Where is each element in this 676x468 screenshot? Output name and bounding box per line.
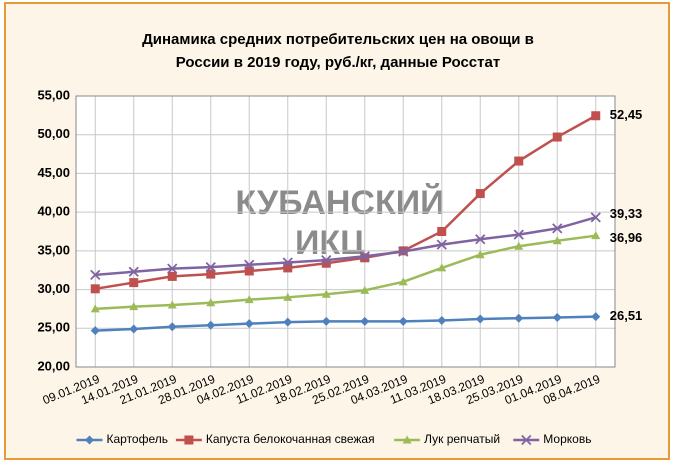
- marker: [360, 316, 370, 326]
- marker: [360, 285, 370, 294]
- marker: [205, 261, 216, 273]
- marker: [437, 263, 447, 272]
- marker: [244, 295, 254, 304]
- marker: [591, 231, 601, 240]
- series-line: [95, 114, 597, 291]
- chart-title: Динамика средних потребительских цен на …: [142, 31, 534, 48]
- plot-border: [75, 95, 616, 368]
- marker: [167, 300, 177, 309]
- marker: [321, 289, 331, 298]
- y-tick-label: 25,00: [37, 320, 70, 335]
- marker: [184, 435, 194, 445]
- marker: [244, 266, 254, 276]
- marker: [90, 284, 100, 294]
- marker: [590, 212, 601, 223]
- marker: [283, 292, 293, 301]
- marker: [398, 246, 409, 257]
- marker: [360, 253, 370, 263]
- marker: [398, 277, 408, 286]
- marker: [206, 269, 216, 279]
- marker: [359, 251, 370, 262]
- marker: [513, 229, 524, 240]
- marker: [321, 258, 331, 268]
- marker: [591, 312, 601, 322]
- marker: [206, 298, 216, 307]
- marker: [244, 319, 254, 329]
- legend-label: Морковь: [543, 432, 591, 446]
- marker: [475, 234, 486, 245]
- data-label: 36,96: [610, 230, 643, 245]
- marker: [90, 269, 101, 280]
- y-tick-label: 55,00: [37, 87, 70, 102]
- marker: [167, 271, 177, 281]
- marker: [282, 257, 293, 268]
- chart-title: России в 2019 году, руб./кг, данные Росс…: [176, 54, 500, 71]
- marker: [90, 326, 100, 336]
- legend-label: Лук репчатый: [424, 432, 500, 446]
- marker: [514, 241, 524, 250]
- marker: [398, 316, 408, 326]
- legend-label: Капуста белокочанная свежая: [206, 432, 375, 446]
- marker: [552, 132, 562, 142]
- marker: [402, 435, 412, 444]
- marker: [128, 266, 139, 277]
- y-tick-label: 40,00: [37, 204, 70, 219]
- marker: [521, 434, 532, 446]
- y-tick-label: 30,00: [37, 281, 70, 296]
- y-tick-label: 20,00: [37, 358, 70, 373]
- marker: [90, 304, 100, 313]
- marker: [514, 156, 524, 166]
- marker: [321, 316, 331, 326]
- marker: [321, 255, 332, 266]
- legend-label: Картофель: [107, 432, 169, 446]
- y-tick-label: 35,00: [37, 242, 70, 257]
- series-line: [95, 216, 597, 277]
- marker: [437, 316, 447, 326]
- marker: [129, 302, 139, 311]
- data-label: 39,33: [610, 206, 643, 221]
- marker: [475, 189, 485, 199]
- marker: [283, 263, 293, 273]
- marker: [129, 324, 139, 334]
- marker: [514, 313, 524, 323]
- marker: [129, 278, 139, 288]
- marker: [244, 259, 255, 270]
- marker: [85, 435, 94, 445]
- marker: [283, 317, 293, 327]
- watermark: КУБАНСКИЙ: [235, 183, 444, 222]
- marker: [552, 312, 562, 322]
- marker: [437, 227, 447, 236]
- marker: [475, 250, 485, 259]
- data-label: 52,45: [610, 107, 643, 122]
- y-tick-label: 50,00: [37, 126, 70, 141]
- series-line: [95, 315, 596, 332]
- marker: [167, 263, 178, 274]
- series-line: [95, 234, 596, 311]
- marker: [206, 320, 216, 330]
- marker: [552, 223, 563, 234]
- data-label: 26,51: [610, 308, 643, 323]
- marker: [552, 236, 562, 245]
- y-tick-label: 45,00: [37, 165, 70, 180]
- marker: [475, 314, 485, 324]
- marker: [436, 239, 447, 250]
- marker: [167, 322, 177, 332]
- marker: [591, 111, 601, 121]
